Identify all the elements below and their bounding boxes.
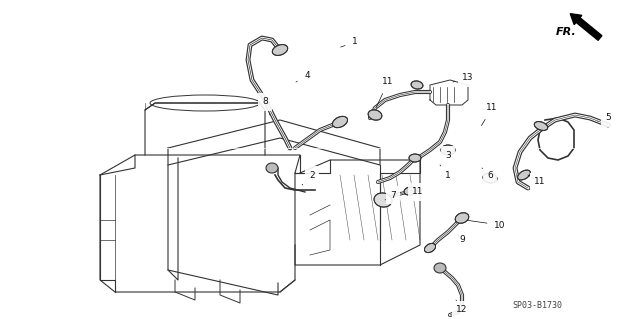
Ellipse shape xyxy=(411,81,423,89)
Text: 8: 8 xyxy=(262,98,270,115)
Text: 7: 7 xyxy=(385,190,396,200)
Ellipse shape xyxy=(266,163,278,173)
Ellipse shape xyxy=(434,263,446,273)
Text: SP03-B1730: SP03-B1730 xyxy=(512,300,562,309)
Ellipse shape xyxy=(368,110,382,120)
Text: 11: 11 xyxy=(411,188,424,197)
Text: 4: 4 xyxy=(296,70,310,82)
Ellipse shape xyxy=(272,45,288,56)
Text: 9: 9 xyxy=(458,234,465,244)
Ellipse shape xyxy=(409,154,421,162)
Ellipse shape xyxy=(483,173,497,183)
Text: 5: 5 xyxy=(598,114,611,122)
Ellipse shape xyxy=(332,116,348,128)
Text: 12: 12 xyxy=(456,300,468,315)
Text: 6: 6 xyxy=(482,168,493,180)
FancyArrow shape xyxy=(570,14,602,40)
Text: 1: 1 xyxy=(440,165,451,180)
Text: 11: 11 xyxy=(528,175,546,187)
Text: 2: 2 xyxy=(302,170,315,185)
Text: 3: 3 xyxy=(444,150,451,160)
Text: 10: 10 xyxy=(468,220,506,229)
Text: 11: 11 xyxy=(481,103,498,126)
Text: FR.: FR. xyxy=(556,27,577,37)
Ellipse shape xyxy=(404,187,416,195)
Text: 1: 1 xyxy=(340,38,358,47)
Text: 11: 11 xyxy=(376,78,394,108)
Ellipse shape xyxy=(455,213,468,223)
Ellipse shape xyxy=(374,193,392,207)
Ellipse shape xyxy=(534,122,548,130)
Ellipse shape xyxy=(441,145,455,155)
Ellipse shape xyxy=(518,170,531,180)
Ellipse shape xyxy=(424,243,436,253)
Text: 13: 13 xyxy=(453,73,474,83)
